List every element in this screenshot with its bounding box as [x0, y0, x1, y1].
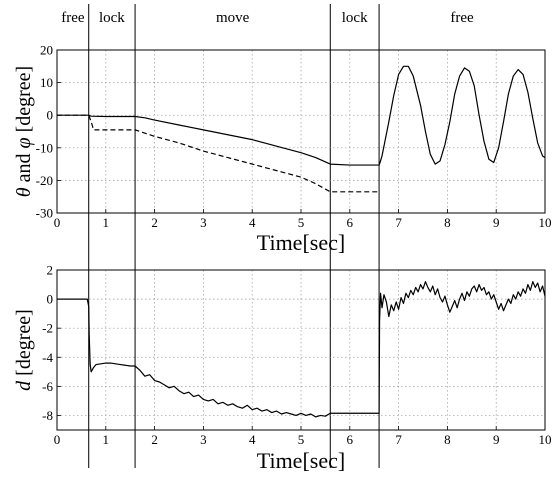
- angle-plot: 0 1 2 3 4 5 6 7 8 9 10 -30 -20 -10 0 10 20 Time[sec] θ a…: [13, 43, 552, 256]
- x-tick-label: 0: [54, 215, 61, 230]
- x-tick-label: 5: [298, 432, 305, 447]
- series-layer: [57, 281, 546, 418]
- phase-label-free: free: [61, 10, 85, 26]
- grid: [57, 270, 545, 430]
- x-tick-label: 3: [200, 432, 207, 447]
- x-tick-label: 3: [200, 215, 207, 230]
- x-tick-label: 6: [347, 215, 354, 230]
- y-axis-label: θ and φ [degree]: [13, 66, 35, 197]
- phase-label-lock: lock: [342, 10, 368, 26]
- y-tick-label: -20: [36, 173, 53, 188]
- x-tick-label: 2: [151, 215, 158, 230]
- x-axis-label: Time[sec]: [257, 230, 345, 255]
- x-tick-label: 6: [347, 432, 354, 447]
- x-tick-label: 10: [539, 215, 552, 230]
- x-tick-label: 9: [493, 215, 500, 230]
- y-tick-label: -8: [42, 408, 53, 423]
- y-tick-label: 0: [47, 292, 54, 307]
- y-tick-label: -4: [42, 350, 53, 365]
- grid: [57, 50, 545, 213]
- x-tick-label: 5: [298, 215, 305, 230]
- y-axis-label: d [degree]: [13, 309, 35, 391]
- y-tick-label: 10: [40, 75, 53, 90]
- x-tick-label: 1: [103, 215, 110, 230]
- y-tick-label: -6: [42, 379, 53, 394]
- x-tick-label: 8: [444, 432, 451, 447]
- phase-label-lock: lock: [99, 10, 125, 26]
- theta-symbol: θ: [13, 187, 35, 197]
- y-tick-label: -10: [36, 140, 53, 155]
- x-tick-label: 1: [103, 432, 110, 447]
- y-label-and: and: [13, 148, 35, 187]
- y-tick-label: -2: [42, 321, 53, 336]
- y-tick-label: 0: [47, 108, 54, 123]
- phi-symbol: φ: [13, 137, 35, 148]
- x-tick-label: 9: [493, 432, 500, 447]
- x-tick-label: 7: [395, 432, 402, 447]
- displacement-plot: 0 1 2 3 4 5 6 7 8 9 10 -8 -6 -4 -2 0 2 Time[sec] d [degr…: [13, 263, 552, 474]
- series-1-dashed-line: [57, 114, 380, 193]
- x-tick-label: 7: [395, 215, 402, 230]
- x-axis-label: Time[sec]: [257, 448, 345, 473]
- x-tick-label: 0: [54, 432, 61, 447]
- x-tick-label: 10: [539, 432, 552, 447]
- d-symbol: d: [13, 380, 35, 391]
- y-label-unit: [degree]: [13, 66, 35, 138]
- series-layer: [57, 65, 546, 193]
- x-tick-label: 8: [444, 215, 451, 230]
- x-tick-label: 2: [151, 432, 158, 447]
- tick-labels: 0 1 2 3 4 5 6 7 8 9 10 -8 -6 -4 -2 0 2: [42, 263, 551, 448]
- series-0-solid-line: [57, 65, 546, 166]
- y-tick-label: 20: [40, 43, 53, 58]
- y-label-unit: [degree]: [13, 309, 35, 381]
- x-tick-label: 4: [249, 215, 256, 230]
- tick-labels: 0 1 2 3 4 5 6 7 8 9 10 -30 -20 -10 0 10 20: [36, 43, 552, 231]
- series-0-solid-line: [57, 281, 546, 418]
- phase-annotations: free lock move lock free: [61, 4, 474, 468]
- phase-label-move: move: [216, 10, 250, 26]
- y-tick-label: -30: [36, 206, 53, 221]
- y-tick-label: 2: [47, 263, 54, 278]
- x-tick-label: 4: [249, 432, 256, 447]
- phase-label-free: free: [450, 10, 474, 26]
